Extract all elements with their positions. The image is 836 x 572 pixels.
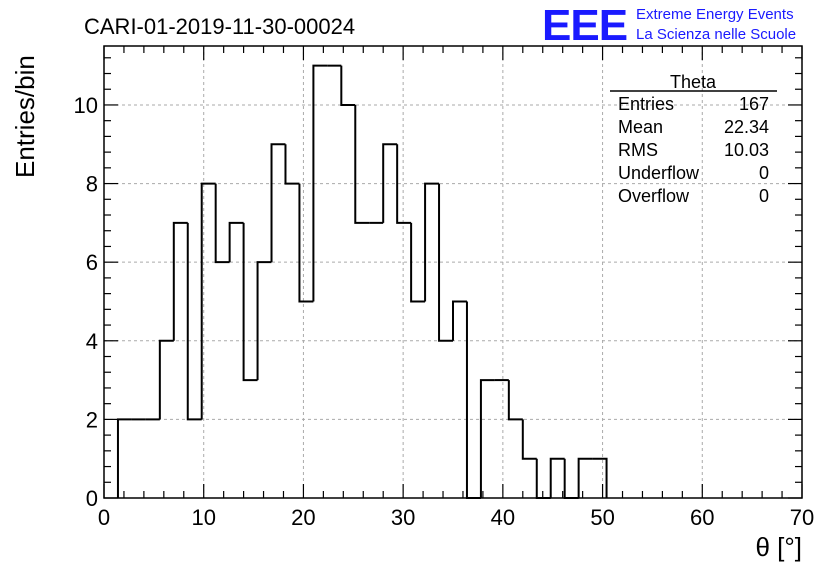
plot-frame (103, 45, 803, 499)
histogram-bin (396, 144, 412, 224)
histogram-bin (592, 457, 608, 498)
y-tick-label: 4 (86, 329, 98, 354)
histogram-bin (521, 419, 537, 460)
chart-title: CARI-01-2019-11-30-00024 (84, 14, 355, 39)
stats-label-entries: Entries (618, 94, 674, 114)
histogram-bin (298, 183, 314, 303)
histogram-bin (563, 458, 579, 499)
histogram-bin (214, 183, 230, 264)
histogram-bin (200, 182, 216, 420)
stats-label-rms: RMS (618, 140, 658, 160)
logo-line-2: La Scienza nelle Scuole (636, 26, 796, 43)
y-tick-label: 6 (86, 250, 98, 275)
histogram-bin (340, 65, 356, 106)
x-tick-label: 60 (690, 505, 714, 530)
x-tick-label: 40 (491, 505, 515, 530)
histogram-bin (382, 143, 398, 223)
y-tick-label: 0 (86, 486, 98, 511)
y-axis-label: Entries/bin (10, 55, 40, 178)
histogram-bin (354, 104, 370, 224)
histogram-bin (158, 339, 174, 420)
stats-title: Theta (670, 72, 717, 92)
tick-labels: 0 10 20 30 40 50 60 70 0 2 4 6 8 10 (74, 93, 815, 530)
histogram-bin (242, 222, 258, 382)
stats-value-rms: 10.03 (724, 140, 769, 160)
histogram-bin (172, 221, 188, 341)
histogram-bin (270, 143, 286, 263)
grid (104, 46, 802, 498)
x-tick-label: 50 (590, 505, 614, 530)
histogram-bin (410, 222, 426, 303)
histogram-bin (284, 144, 300, 185)
x-axis-label: θ [°] (755, 532, 802, 562)
histogram-bin (479, 379, 495, 498)
histogram-bin (438, 183, 453, 342)
x-tick-label: 10 (191, 505, 215, 530)
axis-ticks (103, 46, 803, 499)
histogram-bin (312, 64, 328, 302)
histogram-bin (186, 222, 202, 421)
histogram-bin (424, 182, 440, 302)
histogram-bin (549, 457, 565, 498)
histogram-bin (116, 418, 132, 498)
stats-label-mean: Mean (618, 117, 663, 137)
stats-label-underflow: Underflow (618, 163, 700, 183)
stats-value-overflow: 0 (759, 186, 769, 206)
histogram-bin (465, 301, 481, 499)
histogram-steps (116, 64, 608, 499)
stats-value-entries: 167 (739, 94, 769, 114)
logo-mark: EEE (542, 1, 627, 50)
x-tick-label: 30 (391, 505, 415, 530)
histogram-bin (507, 380, 523, 421)
x-tick-label: 20 (291, 505, 315, 530)
logo-line-1: Extreme Energy Events (636, 6, 794, 23)
x-tick-label: 70 (790, 505, 814, 530)
stats-box: Theta Entries 167 Mean 22.34 RMS 10.03 U… (610, 72, 777, 206)
stats-value-underflow: 0 (759, 163, 769, 183)
y-tick-label: 2 (86, 407, 98, 432)
eee-logo: EEE Extreme Energy Events La Scienza nel… (542, 1, 796, 50)
stats-label-overflow: Overflow (618, 186, 690, 206)
histogram-bin (577, 457, 593, 498)
y-tick-label: 8 (86, 172, 98, 197)
x-tick-label: 0 (98, 505, 110, 530)
stats-value-mean: 22.34 (724, 117, 769, 137)
y-tick-label: 10 (74, 93, 98, 118)
histogram-bin (452, 300, 467, 341)
histogram-bin (228, 221, 244, 263)
histogram-bin (256, 261, 272, 381)
histogram-bin (535, 458, 551, 499)
